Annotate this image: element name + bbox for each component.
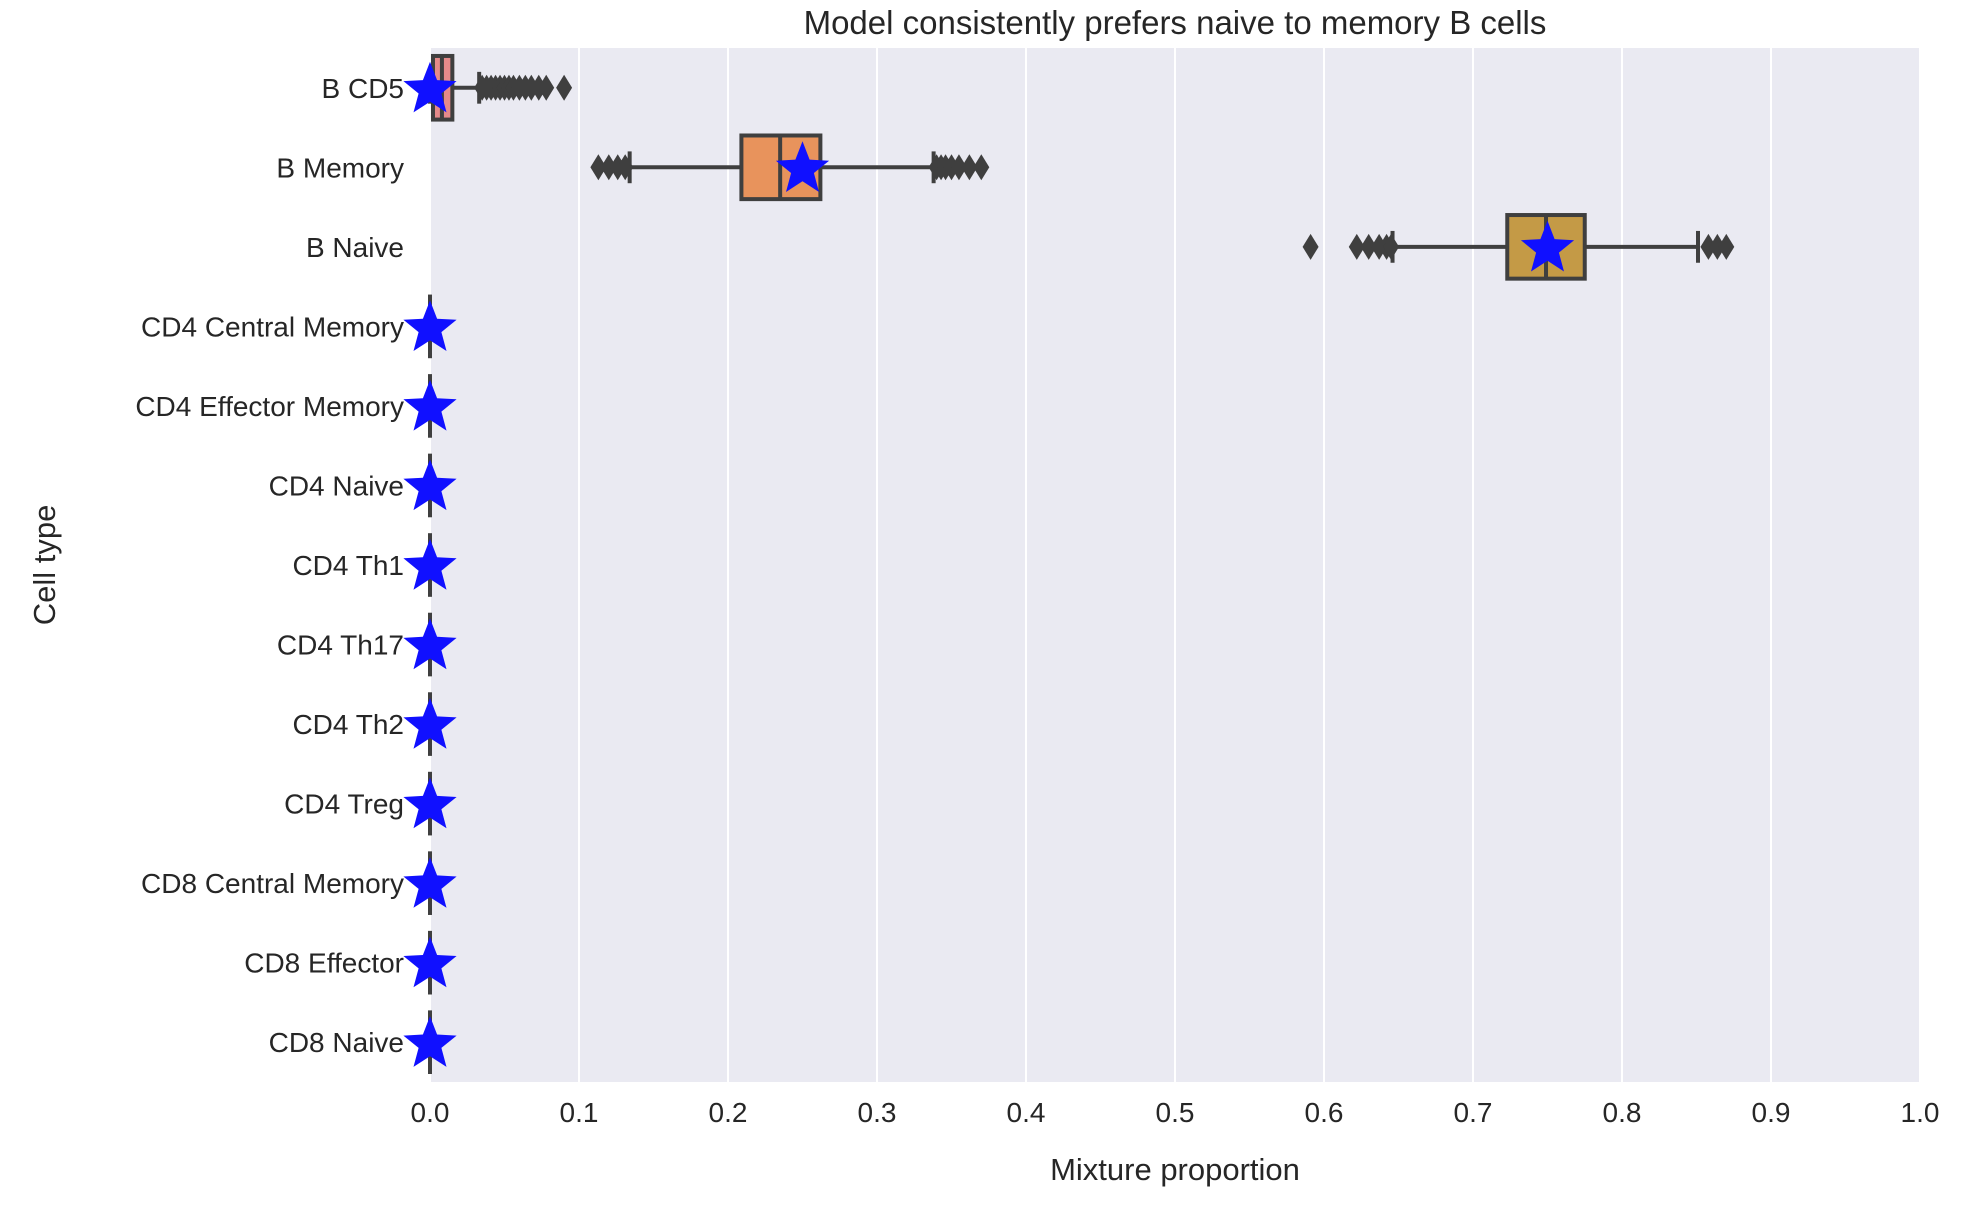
x-tick-label: 0.7 (1454, 1097, 1493, 1128)
x-tick-label: 0.1 (560, 1097, 599, 1128)
true-proportion-star (403, 379, 457, 431)
y-axis-label: Cell type (27, 505, 62, 626)
true-proportion-star (403, 1016, 457, 1067)
y-tick-label: B Naive (306, 232, 404, 263)
x-tick-label: 0.4 (1007, 1097, 1046, 1128)
true-proportion-star (403, 936, 457, 988)
true-proportion-star (403, 539, 457, 590)
outlier-point (538, 74, 555, 101)
true-proportion-star (403, 618, 457, 670)
y-tick-label: CD4 Th1 (292, 550, 404, 581)
y-tick-label: CD8 Effector (244, 948, 404, 979)
y-tick-label: CD4 Central Memory (141, 311, 404, 342)
chart-title: Model consistently prefers naive to memo… (804, 4, 1547, 41)
outlier-point (1700, 233, 1717, 260)
outlier-point (600, 154, 617, 181)
outlier-point (950, 154, 967, 181)
outlier-point (556, 74, 573, 101)
x-tick-label: 1.0 (1901, 1097, 1940, 1128)
x-tick-label: 0.0 (411, 1097, 450, 1128)
y-tick-label: B CD5 (322, 73, 404, 104)
outlier-point (1383, 233, 1400, 260)
x-axis-label: Mixture proportion (1050, 1152, 1300, 1187)
outlier-point (617, 154, 634, 181)
y-tick-label: CD4 Effector Memory (135, 391, 404, 422)
true-proportion-star (403, 777, 457, 829)
y-tick-label: B Memory (276, 152, 404, 183)
y-tick-label: CD4 Th2 (292, 709, 404, 740)
y-tick-label: CD4 Naive (269, 470, 404, 501)
x-tick-label: 0.2 (709, 1097, 748, 1128)
outlier-point (1360, 233, 1377, 260)
y-tick-label: CD8 Naive (269, 1027, 404, 1058)
true-proportion-star (1520, 220, 1575, 272)
true-proportion-star (403, 459, 457, 511)
outlier-point (1302, 233, 1319, 260)
y-tick-label: CD8 Central Memory (141, 868, 404, 899)
y-tick-label: CD4 Th17 (277, 630, 404, 661)
true-proportion-star (403, 698, 457, 749)
x-tick-label: 0.8 (1603, 1097, 1642, 1128)
outlier-point (1709, 233, 1726, 260)
true-proportion-markers (403, 61, 1575, 1067)
outlier-point (590, 154, 607, 181)
x-tick-labels: 0.0 0.1 0.2 0.3 0.4 0.5 0.6 0.7 0.8 0.9 1.0 (411, 1097, 1940, 1128)
true-proportion-star (775, 141, 830, 192)
x-tick-label: 0.3 (858, 1097, 897, 1128)
outlier-point (961, 154, 978, 181)
y-tick-label: CD4 Treg (284, 789, 404, 820)
grid-lines (429, 48, 1921, 1082)
true-proportion-star (403, 857, 457, 908)
true-proportion-star (403, 300, 457, 351)
y-tick-labels: B CD5 B Memory B Naive CD4 Central Memory CD… (135, 73, 404, 1058)
true-proportion-star (403, 61, 457, 113)
x-tick-label: 0.5 (1156, 1097, 1195, 1128)
outlier-point (1348, 233, 1365, 260)
x-tick-label: 0.6 (1305, 1097, 1344, 1128)
x-tick-label: 0.9 (1752, 1097, 1791, 1128)
outlier-point (973, 154, 990, 181)
outlier-point (1718, 233, 1735, 260)
